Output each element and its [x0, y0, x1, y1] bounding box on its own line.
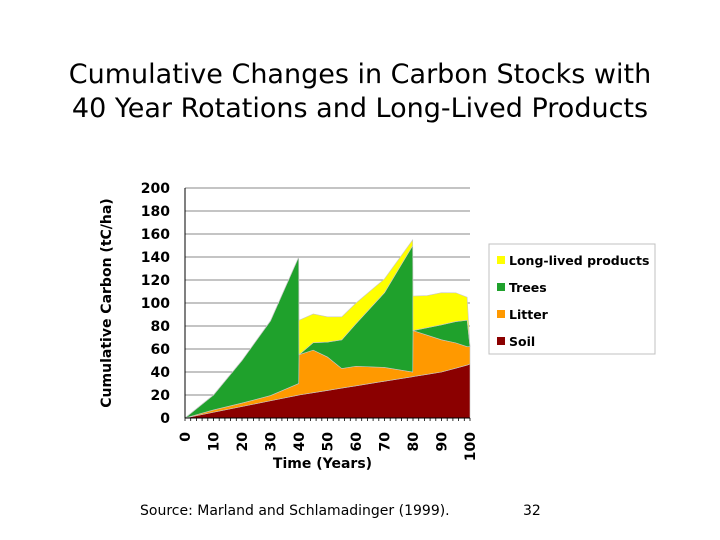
x-tick-label: 70 — [378, 432, 394, 452]
legend-swatch-trees — [497, 283, 505, 291]
legend-label-litter: Litter — [509, 307, 549, 322]
legend-swatch-litter — [497, 310, 505, 318]
x-axis-title: Time (Years) — [273, 456, 372, 472]
x-tick-label: 90 — [435, 432, 451, 452]
y-tick-label: 0 — [160, 411, 170, 427]
legend-box — [488, 243, 656, 355]
legend-label-long-lived-products: Long-lived products — [509, 253, 649, 268]
legend-label-trees: Trees — [509, 280, 547, 295]
x-tick-label: 30 — [264, 432, 280, 452]
y-tick-label: 20 — [151, 388, 171, 404]
x-tick-label: 100 — [463, 432, 479, 461]
y-tick-label: 80 — [151, 319, 171, 335]
slide-title-line-1: Cumulative Changes in Carbon Stocks with — [68, 59, 652, 90]
slide-title: Cumulative Changes in Carbon Stocks with… — [0, 58, 720, 126]
page-number: 32 — [523, 503, 541, 519]
slide-title-line-2: 40 Year Rotations and Long-Lived Product… — [71, 93, 649, 124]
legend-label-soil: Soil — [509, 334, 535, 349]
x-tick-label: 60 — [349, 432, 365, 452]
y-tick-label: 140 — [141, 250, 170, 266]
x-tick-label: 10 — [207, 432, 223, 452]
legend-swatch-soil — [497, 337, 505, 345]
y-tick-label: 40 — [151, 365, 171, 381]
legend-swatch-long-lived-products — [497, 256, 505, 264]
area-long-lived-products — [184, 238, 471, 419]
y-tick-label: 100 — [141, 296, 170, 312]
y-tick-label: 160 — [141, 227, 170, 243]
x-tick-label: 20 — [235, 432, 251, 452]
x-tick-label: 80 — [406, 432, 422, 452]
source-citation: Source: Marland and Schlamadinger (1999)… — [140, 503, 450, 519]
x-tick-label: 0 — [178, 432, 194, 442]
y-tick-label: 180 — [141, 204, 170, 220]
y-axis-title: Cumulative Carbon (tC/ha) — [99, 198, 115, 407]
y-tick-label: 200 — [141, 181, 170, 197]
y-tick-label: 60 — [151, 342, 171, 358]
y-tick-label: 120 — [141, 273, 170, 289]
x-tick-label: 40 — [292, 432, 308, 452]
x-tick-label: 50 — [321, 432, 337, 452]
